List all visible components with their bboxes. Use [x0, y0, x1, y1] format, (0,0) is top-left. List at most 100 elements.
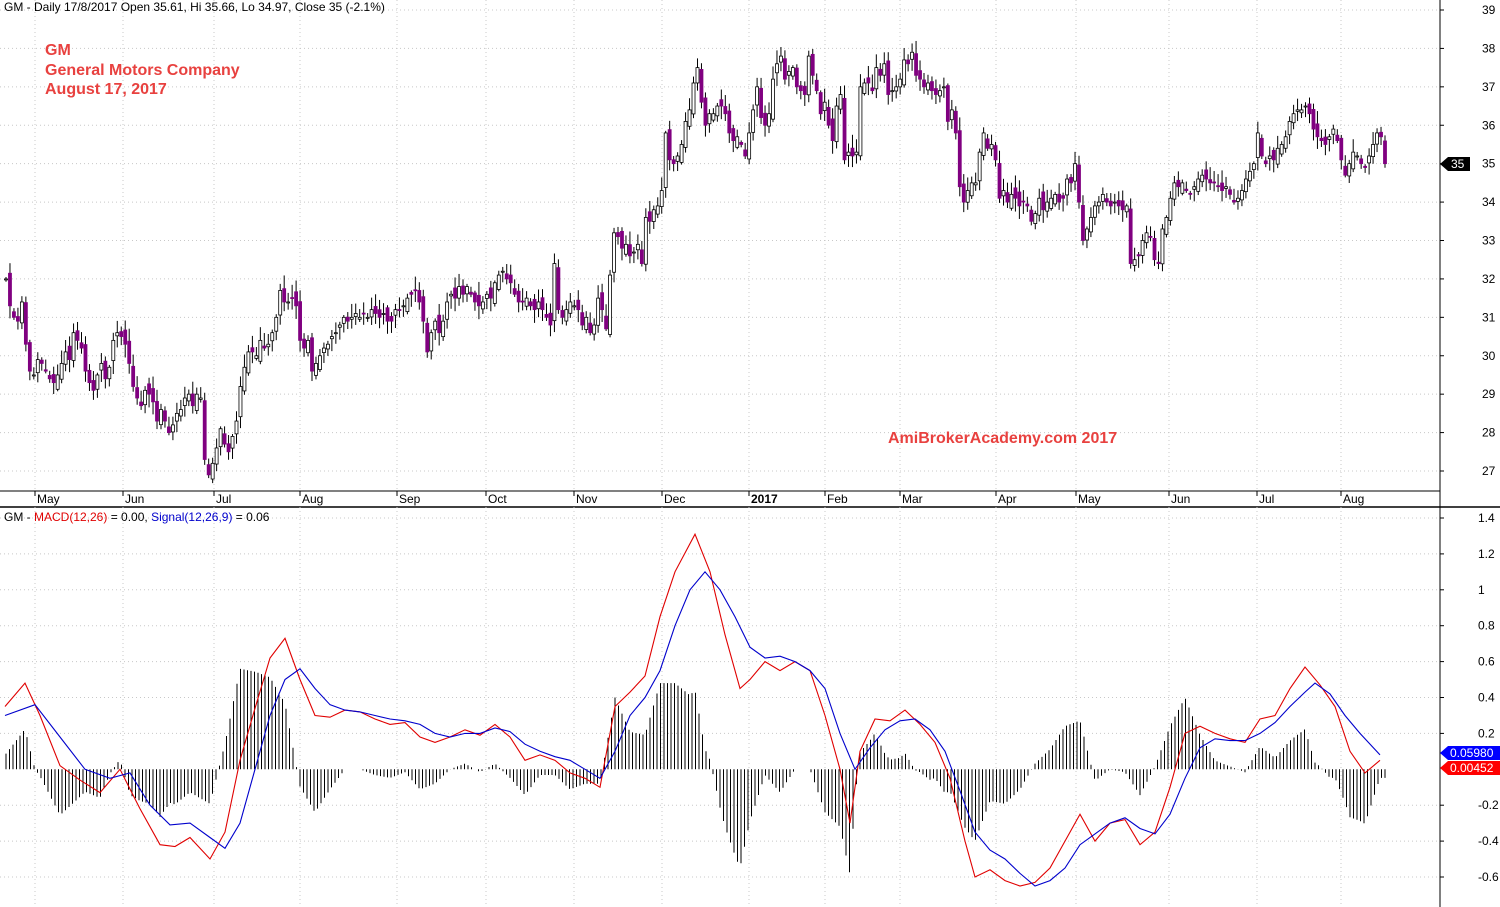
candle-body [361, 312, 366, 315]
candle [1073, 151, 1077, 191]
candle [1216, 174, 1220, 193]
candle-body [953, 110, 958, 134]
candle-body [930, 81, 934, 92]
candle [858, 74, 863, 161]
candle [890, 77, 895, 102]
candle-body [763, 112, 767, 126]
candle-body [639, 249, 644, 264]
candle-body [159, 409, 163, 426]
candle [99, 353, 104, 382]
candle-body [1240, 190, 1244, 201]
candle-body [735, 136, 740, 148]
candle [1383, 135, 1387, 168]
candle [12, 308, 16, 320]
candle-body [1053, 193, 1058, 205]
candle [1172, 175, 1177, 207]
candle-body [1251, 163, 1256, 170]
candle-body [846, 151, 851, 156]
candle-body [1339, 137, 1344, 161]
candle-body [270, 332, 275, 342]
candle [484, 291, 489, 310]
candle [306, 335, 310, 357]
candle [500, 266, 505, 283]
candle-body [262, 345, 267, 349]
candle-body [218, 428, 223, 448]
candle [473, 290, 477, 311]
candle [445, 292, 450, 329]
candle-body [143, 389, 147, 406]
candle-body [55, 374, 60, 390]
candle [1061, 192, 1066, 212]
candle-body [214, 447, 219, 465]
candle [1180, 179, 1185, 196]
candle [1303, 102, 1308, 118]
macd-y-tick-label: -0.2 [1478, 798, 1499, 812]
candle [524, 291, 529, 311]
candle [1089, 207, 1093, 238]
candle-body [1363, 165, 1368, 168]
candle [1367, 148, 1372, 175]
candle [337, 321, 342, 340]
candle [357, 309, 362, 322]
candle-body [310, 337, 314, 372]
candle [906, 54, 911, 72]
candle [580, 304, 585, 331]
candle [496, 270, 501, 292]
candle [246, 345, 251, 376]
candle-body [830, 118, 835, 142]
candle [393, 303, 398, 329]
candle-body [1041, 191, 1046, 211]
x-tick-label: Jun [1171, 492, 1190, 506]
candle [957, 117, 962, 197]
candle [27, 339, 32, 381]
candle-body [552, 263, 557, 322]
candle [910, 43, 914, 71]
candle [1204, 161, 1209, 192]
x-tick-label: Jul [1259, 492, 1274, 506]
candle-body [679, 144, 684, 163]
candle [67, 336, 72, 373]
candle-body [568, 301, 573, 314]
candle-body [504, 273, 509, 280]
candle-body [1355, 155, 1360, 158]
candle [39, 357, 44, 371]
candle-body [1236, 197, 1240, 202]
candle-body [369, 309, 374, 318]
macd-y-tick-label: 0.8 [1478, 619, 1495, 633]
candle-body [806, 55, 811, 96]
candle-body [771, 78, 775, 120]
candle [846, 143, 851, 167]
candle-body [886, 60, 891, 95]
candle [512, 279, 517, 297]
candle [1236, 190, 1240, 210]
candle [91, 371, 96, 400]
candle [409, 290, 414, 307]
candle-body [282, 288, 287, 303]
candle [683, 112, 688, 153]
candle [365, 313, 370, 322]
candle-body [242, 366, 247, 392]
candle-body [480, 301, 485, 310]
candle-body [842, 97, 847, 161]
candle-body [71, 332, 76, 361]
candle [826, 99, 831, 129]
x-tick-label: Sep [399, 492, 421, 506]
candle-body [759, 87, 763, 118]
candle [922, 72, 926, 94]
candle-body [850, 147, 855, 157]
candle [206, 458, 211, 479]
candle [1025, 196, 1030, 212]
candle-body [727, 110, 732, 134]
candle-body [1303, 105, 1308, 108]
candle [1247, 162, 1252, 187]
candle [1009, 182, 1014, 211]
candle-body [520, 300, 525, 303]
candle-body [322, 347, 326, 354]
candle [1092, 200, 1097, 226]
candle-body [1160, 228, 1165, 265]
price-header: GM - Daily 17/8/2017 Open 35.61, Hi 35.6… [4, 0, 385, 14]
candle-body [59, 363, 64, 380]
candle [938, 84, 942, 103]
candle [83, 336, 88, 382]
candle [755, 77, 759, 117]
